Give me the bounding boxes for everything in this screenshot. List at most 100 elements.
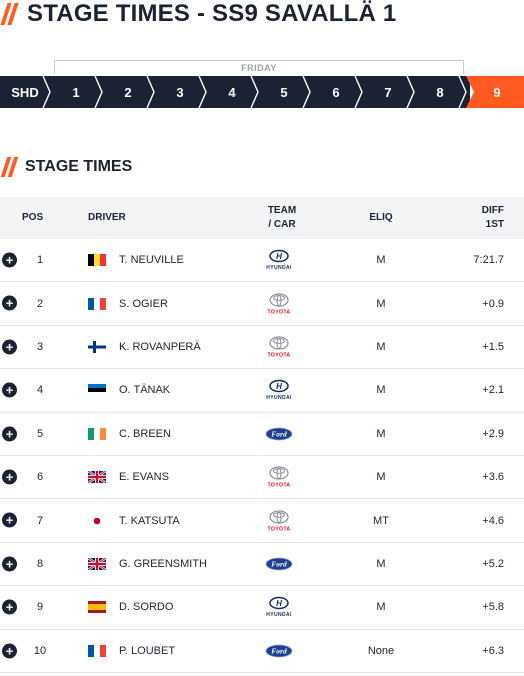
svg-text:H: H — [276, 382, 282, 391]
section-header: STAGE TIMES — [0, 156, 133, 178]
day-label: FRIDAY — [54, 63, 464, 73]
diff-cell: +4.6 — [482, 514, 504, 527]
ford-logo: Ford — [262, 553, 296, 575]
table-row[interactable]: +8 G. GREENSMITH Ford M +5.2 — [0, 543, 524, 587]
ireland-flag — [88, 427, 106, 440]
position-cell: 8 — [36, 557, 44, 570]
toyota-logo: TOYOTA — [262, 466, 296, 489]
driver-name[interactable]: O. TÄNAK — [119, 384, 171, 397]
svg-text:Ford: Ford — [271, 646, 287, 655]
eliq-cell: M — [376, 254, 386, 267]
eliq-cell: None — [367, 644, 395, 657]
position-cell: 4 — [36, 384, 44, 397]
stage-tab-label: 5 — [280, 84, 288, 100]
chevron-right-icon — [354, 76, 363, 108]
driver-name[interactable]: P. LOUBET — [119, 644, 176, 657]
eliq-cell: M — [376, 340, 386, 353]
stage-tab-label: 3 — [176, 84, 184, 100]
table-row[interactable]: +9 D. SORDO H HYUNDAI M +5.8 — [0, 586, 524, 630]
page-title: STAGE TIMES - SS9 SAVALLÄ 1 — [27, 0, 397, 27]
table-row[interactable]: +2 S. OGIER TOYOTA M +0.9 — [0, 282, 524, 326]
uk-flag — [87, 470, 107, 485]
svg-text:TOYOTA: TOYOTA — [268, 483, 291, 489]
stage-tab-6[interactable]: 6 — [310, 76, 363, 108]
position-cell: 3 — [36, 340, 44, 353]
svg-text:H: H — [276, 252, 282, 261]
svg-text:TOYOTA: TOYOTA — [268, 352, 291, 358]
svg-text:TOYOTA: TOYOTA — [268, 309, 291, 315]
stage-tab-label: 6 — [332, 84, 340, 100]
stage-tab-3[interactable]: 3 — [154, 76, 207, 108]
driver-name[interactable]: D. SORDO — [119, 601, 174, 614]
driver-name[interactable]: S. OGIER — [119, 297, 168, 310]
section-title: STAGE TIMES — [25, 158, 133, 175]
diff-cell: +6.3 — [482, 644, 504, 657]
stage-navigation: SHD 1 2 3 4 5 6 7 8 9 — [0, 76, 524, 108]
section-slashes-icon — [0, 157, 19, 177]
expand-row-icon[interactable]: + — [2, 643, 17, 659]
eliq-cell: M — [376, 601, 386, 614]
stage-tab-7[interactable]: 7 — [362, 76, 415, 108]
eliq-cell: M — [376, 427, 386, 440]
column-header-diff: DIFF 1ST — [482, 204, 504, 232]
table-row[interactable]: +7 T. KATSUTA TOYOTA MT +4.6 — [0, 499, 524, 543]
diff-cell: +0.9 — [482, 297, 504, 310]
hyundai-logo: H HYUNDAI — [262, 249, 296, 271]
driver-name[interactable]: G. GREENSMITH — [119, 557, 208, 570]
results-table: +1 T. NEUVILLE H HYUNDAI M 7:21.7 +2 S. OGIER TO… — [0, 239, 524, 673]
expand-row-icon[interactable]: + — [2, 426, 17, 442]
stage-tab-4[interactable]: 4 — [206, 76, 259, 108]
svg-text:Ford: Ford — [271, 559, 287, 568]
stage-tab-8[interactable]: 8 — [414, 76, 467, 108]
stage-tab-label: 4 — [228, 84, 236, 100]
position-cell: 6 — [36, 471, 44, 484]
expand-row-icon[interactable]: + — [2, 252, 17, 268]
driver-name[interactable]: C. BREEN — [119, 427, 171, 440]
toyota-logo: TOYOTA — [262, 336, 296, 358]
chevron-right-icon — [94, 76, 103, 108]
page-header: STAGE TIMES - SS9 SAVALLÄ 1 — [0, 0, 397, 28]
table-row[interactable]: +4 O. TÄNAK H HYUNDAI M +2.1 — [0, 369, 524, 413]
expand-row-icon[interactable]: + — [2, 512, 17, 528]
diff-cell: +2.9 — [482, 427, 504, 440]
stage-tab-9[interactable]: 9 — [466, 76, 524, 108]
diff-cell: +3.6 — [482, 471, 504, 484]
expand-row-icon[interactable]: + — [2, 599, 17, 615]
stage-tab-2[interactable]: 2 — [102, 76, 155, 108]
belgium-flag — [88, 254, 106, 267]
table-row[interactable]: +1 T. NEUVILLE H HYUNDAI M 7:21.7 — [0, 239, 524, 283]
expand-row-icon[interactable]: + — [2, 339, 17, 355]
position-cell: 2 — [36, 297, 44, 310]
chevron-right-icon — [198, 76, 207, 108]
table-row[interactable]: +3 K. ROVANPERÄ TOYOTA M +1.5 — [0, 326, 524, 370]
driver-name[interactable]: K. ROVANPERÄ — [119, 340, 201, 353]
day-bracket — [54, 60, 464, 74]
table-row[interactable]: +10 P. LOUBET Ford None +6.3 — [0, 630, 524, 673]
driver-name[interactable]: T. KATSUTA — [119, 514, 180, 527]
chevron-right-icon — [146, 76, 155, 108]
stage-tab-label: 7 — [384, 84, 392, 100]
expand-row-icon[interactable]: + — [2, 469, 17, 485]
stage-tab-1[interactable]: 1 — [50, 76, 103, 108]
brand-slashes-icon — [0, 3, 19, 25]
driver-name[interactable]: T. NEUVILLE — [119, 254, 184, 267]
expand-row-icon[interactable]: + — [2, 556, 17, 572]
stage-tab-shd[interactable]: SHD — [0, 76, 51, 108]
stage-tab-5[interactable]: 5 — [258, 76, 311, 108]
expand-row-icon[interactable]: + — [2, 295, 17, 311]
stage-tab-label: 2 — [124, 84, 132, 100]
hyundai-logo: H HYUNDAI — [262, 379, 296, 401]
chevron-right-icon — [250, 76, 259, 108]
table-row[interactable]: +5 C. BREEN Ford M +2.9 — [0, 413, 524, 456]
japan-flag — [88, 514, 106, 527]
eliq-cell: MT — [373, 514, 389, 527]
table-row[interactable]: +6 E. EVANS TOYOTA M +3.6 — [0, 456, 524, 500]
finland-flag — [88, 340, 106, 353]
stage-nav-background — [0, 76, 470, 108]
svg-text:TOYOTA: TOYOTA — [268, 526, 291, 532]
column-header-diff-line2: 1ST — [485, 219, 504, 230]
driver-name[interactable]: E. EVANS — [119, 471, 169, 484]
position-cell: 7 — [36, 514, 44, 527]
expand-row-icon[interactable]: + — [2, 382, 17, 398]
table-header: POS DRIVER TEAM / CAR ELIQ DIFF 1ST — [0, 197, 524, 239]
